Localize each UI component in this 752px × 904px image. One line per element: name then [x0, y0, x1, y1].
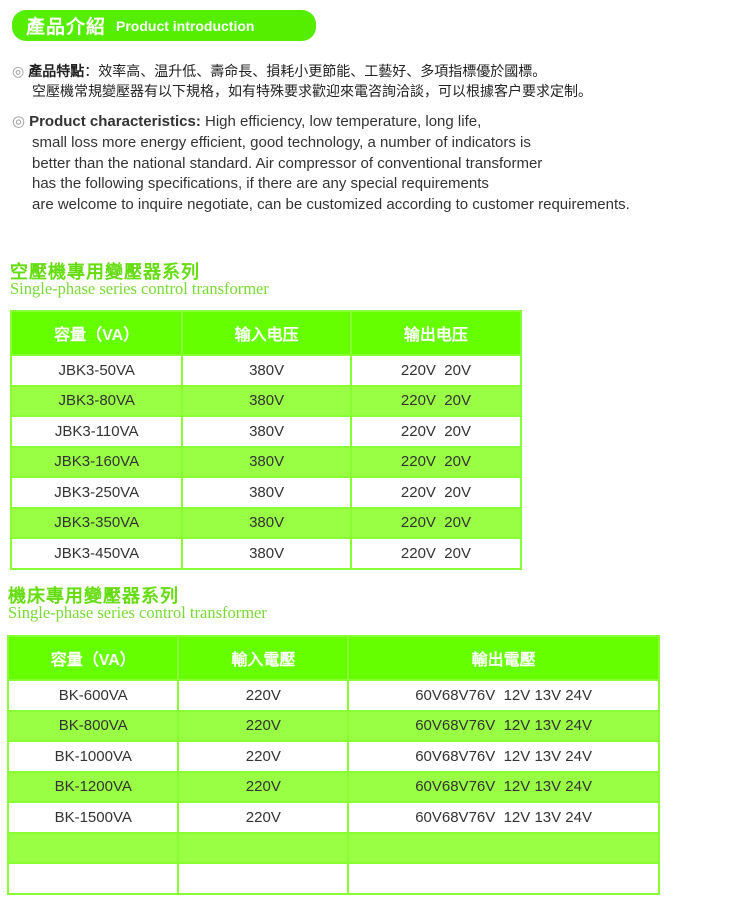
table-row: JBK3-160VA 380V 220V 20V: [9, 445, 523, 478]
table-cell: 220V 20V: [349, 354, 523, 387]
bullet-icon: ◎: [12, 113, 26, 130]
intro-chinese: ◎ 產品特點：效率高、温升低、壽命長、損耗小更節能、工藝好、多項指標優於國標。 空…: [12, 62, 592, 102]
intro-cn-line1: ：效率高、温升低、壽命長、損耗小更節能、工藝好、多項指標優於國標。: [84, 64, 547, 80]
table-cell: 220V: [177, 770, 350, 803]
table-cell: 380V: [181, 445, 352, 478]
table-cell: BK-1500VA: [6, 801, 180, 834]
table-cell: 220V 20V: [349, 476, 523, 509]
table-row: JBK3-350VA 380V 220V 20V: [9, 506, 523, 539]
section1-subtitle: Single-phase series control transformer: [10, 279, 269, 298]
table-row: JBK3-110VA 380V 220V 20V: [9, 415, 523, 448]
table-header-row: 容量（VA） 输入电压 输出电压: [9, 310, 523, 356]
spec-table-2: 容量（VA） 輸入電壓 輸出電壓 BK-600VA 220V 60V68V76V 12V …: [6, 635, 660, 895]
intro-en-line: are welcome to inquire negotiate, can be…: [32, 196, 630, 214]
intro-cn-line2: 空壓機常規變壓器有以下規格，如有特殊要求歡迎來電咨詢洽談，可以根據客户要求定制。: [32, 84, 592, 100]
table-cell: 220V: [177, 679, 350, 712]
table-cell: [177, 831, 350, 864]
table-cell: JBK3-160VA: [9, 445, 184, 478]
table-cell: 380V: [181, 537, 352, 570]
section-banner: 產品介紹 Product introduction: [12, 10, 316, 41]
spec-table-1: 容量（VA） 输入电压 输出电压 JBK3-50VA 380V 220V 20V JBK3-…: [9, 310, 523, 570]
intro-en-line: better than the national standard. Air c…: [32, 154, 543, 172]
table-cell: BK-1200VA: [6, 770, 180, 803]
table-cell: 380V: [181, 354, 352, 387]
section1-title: 空壓機專用變壓器系列: [10, 262, 200, 283]
table-cell: 220V: [177, 709, 350, 742]
table-cell: JBK3-80VA: [9, 384, 184, 417]
table-row: [6, 862, 660, 895]
bullet-icon: ◎: [12, 64, 25, 80]
table-cell: 380V: [181, 506, 352, 539]
section2-title: 機床專用變壓器系列: [8, 586, 179, 607]
intro-cn-label: 產品特點: [28, 64, 85, 80]
table-row: JBK3-250VA 380V 220V 20V: [9, 476, 523, 509]
table-cell: JBK3-350VA: [9, 506, 184, 539]
table-cell: BK-800VA: [6, 709, 180, 742]
table-cell: JBK3-50VA: [9, 354, 184, 387]
column-header: 輸入電壓: [177, 635, 350, 681]
table-cell: 220V 20V: [349, 384, 523, 417]
table-cell: 380V: [181, 415, 352, 448]
table-cell: BK-1000VA: [6, 740, 180, 773]
column-header: 输入电压: [181, 310, 352, 356]
table-cell: 60V68V76V 12V 13V 24V: [347, 679, 660, 712]
table-cell: 220V 20V: [349, 415, 523, 448]
table-cell: 60V68V76V 12V 13V 24V: [347, 740, 660, 773]
table-row: BK-1500VA 220V 60V68V76V 12V 13V 24V: [6, 801, 660, 834]
table-cell: 220V: [177, 740, 350, 773]
table-cell: 60V68V76V 12V 13V 24V: [347, 770, 660, 803]
banner-title-zh: 產品介紹: [26, 16, 107, 38]
table-cell: 60V68V76V 12V 13V 24V: [347, 709, 660, 742]
table-cell: 220V: [177, 801, 350, 834]
table-cell: 380V: [181, 384, 352, 417]
table-row: BK-1200VA 220V 60V68V76V 12V 13V 24V: [6, 770, 660, 803]
table-cell: [347, 831, 660, 864]
table-cell: JBK3-110VA: [9, 415, 184, 448]
table-cell: 220V 20V: [349, 506, 523, 539]
table-cell: BK-600VA: [6, 679, 180, 712]
table-cell: [6, 862, 180, 895]
column-header: 容量（VA）: [6, 635, 180, 681]
table-row: BK-1000VA 220V 60V68V76V 12V 13V 24V: [6, 740, 660, 773]
table-row: [6, 831, 660, 864]
table-cell: [6, 831, 180, 864]
table-cell: 380V: [181, 476, 352, 509]
column-header: 輸出電壓: [347, 635, 660, 681]
column-header: 容量（VA）: [9, 310, 184, 356]
table-row: BK-800VA 220V 60V68V76V 12V 13V 24V: [6, 709, 660, 742]
table-cell: [347, 862, 660, 895]
intro-english: ◎ Product characteristics: High efficienc…: [12, 112, 630, 216]
banner-title-en: Product introduction: [116, 17, 255, 34]
table-row: JBK3-80VA 380V 220V 20V: [9, 384, 523, 417]
table-header-row: 容量（VA） 輸入電壓 輸出電壓: [6, 635, 660, 681]
column-header: 输出电压: [349, 310, 523, 356]
intro-en-line: has the following specifications, if the…: [32, 175, 489, 193]
table-cell: 220V 20V: [349, 445, 523, 478]
table-cell: 60V68V76V 12V 13V 24V: [347, 801, 660, 834]
table-row: BK-600VA 220V 60V68V76V 12V 13V 24V: [6, 679, 660, 712]
intro-en-line: High efficiency, low temperature, long l…: [200, 113, 482, 130]
intro-en-label: Product characteristics:: [29, 113, 201, 130]
table-cell: JBK3-450VA: [9, 537, 184, 570]
table-row: JBK3-450VA 380V 220V 20V: [9, 537, 523, 570]
table-row: JBK3-50VA 380V 220V 20V: [9, 354, 523, 387]
intro-en-line: small loss more energy efficient, good t…: [32, 133, 531, 151]
table-cell: 220V 20V: [349, 537, 523, 570]
table-cell: [177, 862, 350, 895]
table-cell: JBK3-250VA: [9, 476, 184, 509]
section2-subtitle: Single-phase series control transformer: [8, 603, 267, 622]
